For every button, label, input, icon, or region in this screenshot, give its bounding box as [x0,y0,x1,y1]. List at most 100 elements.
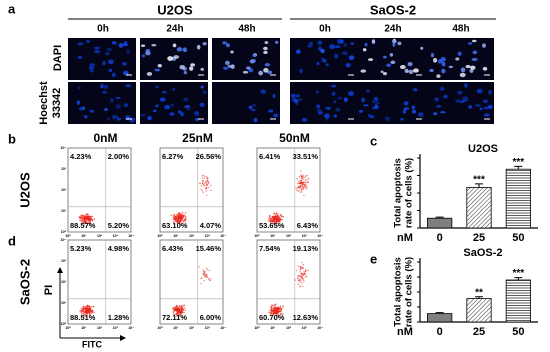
significance: *** [512,157,524,168]
y-tick-label: 10² [61,280,67,284]
cell-nucleus [94,46,100,50]
cell-nucleus [86,40,90,43]
cell-nucleus [345,62,351,68]
event-dot [273,304,276,306]
cell-nucleus [299,68,303,74]
event-dot [275,212,278,215]
stain-label: 33342 [51,88,63,119]
dose-header: 50nM [279,131,310,145]
event-dot [206,178,208,180]
x-tick-label: 10¹ [270,326,276,330]
cell-nucleus [104,107,108,111]
cell-nucleus [199,102,205,107]
event-dot [204,271,206,273]
event-dot [82,217,85,219]
event-dot [182,220,185,222]
micro-image [212,82,280,124]
event-dot [201,183,204,185]
cell-nucleus [397,41,402,46]
cell-nucleus [441,68,446,74]
cell-nucleus [337,96,343,100]
cell-nucleus [161,90,167,94]
cell-nucleus [129,118,135,124]
x-tick-label: 10⁴ [220,326,226,330]
event-dot [81,214,84,216]
event-dot [303,280,305,282]
event-dot [181,307,184,310]
event-dot [277,307,280,310]
y-tick-label: 10⁴ [60,238,66,242]
event-dot [184,214,186,217]
event-dot [206,269,208,271]
x-tick-label: 10⁴ [128,326,134,330]
cell-nucleus [320,48,325,54]
event-dot [88,220,91,222]
event-dot [280,310,282,312]
cell-nucleus [202,90,208,95]
cell-nucleus [334,53,339,59]
cell-nucleus [392,42,396,47]
cell-nucleus [308,41,314,46]
event-dot [201,190,204,192]
event-dot [271,305,273,308]
significance: *** [473,175,485,186]
cell-nucleus [123,70,129,76]
event-dot [184,216,186,218]
error-bar [514,277,523,280]
event-dot [275,214,277,217]
event-dot [170,214,172,216]
cell-nucleus [443,94,448,99]
cell-nucleus [364,42,368,47]
event-dot [299,281,301,284]
event-dot [276,315,279,317]
event-dot [279,214,282,217]
cell-nucleus [457,90,463,95]
event-dot [269,306,272,308]
micro-image [290,82,358,124]
cell-nucleus [100,83,104,89]
cell-nucleus [77,42,84,46]
event-dot [85,217,88,219]
event-dot [297,265,299,267]
event-dot [300,189,303,191]
cell-nucleus [472,50,478,55]
event-dot [204,187,207,190]
event-dot [299,271,301,273]
event-dot [180,218,183,221]
event-dot [178,220,181,222]
cell-nucleus [189,66,194,71]
cell-nucleus [417,112,424,117]
event-dot [300,177,302,180]
cell-nucleus [89,69,94,73]
event-dot [304,186,306,189]
event-dot [172,218,174,221]
cell-nucleus [172,43,177,48]
event-dot [199,182,201,184]
y-tick-label: 10⁰ [61,321,67,326]
quadrant-percent: 19.13% [293,244,319,253]
event-dot [269,221,271,223]
event-dot [178,309,180,311]
event-dot [173,214,176,217]
event-dot [274,221,277,224]
flow-plot-frame [67,147,132,233]
cell-nucleus [391,40,397,43]
event-dot [278,219,280,222]
cell-nucleus [182,47,188,53]
event-dot [201,277,203,279]
cell-nucleus [439,86,445,91]
stain-label: DAPI [52,45,64,71]
cell-nucleus [399,64,406,70]
event-dot [87,309,89,311]
event-dot [181,211,184,214]
cell-nucleus [169,112,175,116]
event-dot [302,187,305,189]
event-dot [181,219,184,222]
significance: *** [512,268,524,279]
event-dot [202,184,205,186]
event-dot [297,190,299,193]
event-dot [79,219,81,222]
event-dot [183,311,185,314]
quadrant-percent: 1.28% [108,313,130,322]
event-dot [276,217,278,219]
